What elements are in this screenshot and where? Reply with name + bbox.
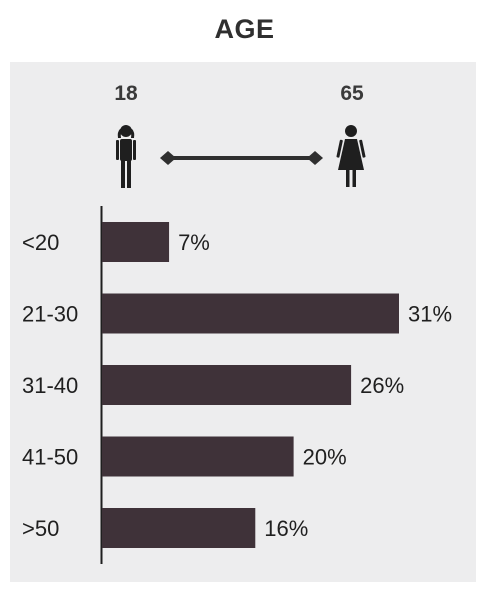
- chart-title: AGE: [214, 14, 275, 44]
- value-label: 20%: [303, 445, 347, 470]
- bar: [102, 365, 352, 405]
- value-label: 26%: [360, 373, 404, 398]
- value-label: 7%: [178, 230, 210, 255]
- bar: [102, 293, 399, 334]
- value-label: 31%: [408, 302, 452, 327]
- category-label: 31-40: [22, 373, 78, 398]
- category-label: 21-30: [22, 302, 78, 327]
- category-label: <20: [22, 230, 59, 255]
- min-age-label: 18: [114, 82, 138, 105]
- category-label: >50: [22, 516, 59, 541]
- bar: [102, 508, 256, 548]
- woman-in-dress-icon: [336, 125, 366, 187]
- value-label: 16%: [264, 516, 308, 541]
- double-ended-arrow-icon: [160, 151, 323, 165]
- bars-group: <20 7% 21-30 31% 31-40 26% 41-50 20% >50 16%: [22, 222, 452, 548]
- max-age-label: 65: [340, 82, 364, 105]
- bar: [102, 436, 294, 477]
- category-label: 41-50: [22, 445, 78, 470]
- bar: [102, 222, 170, 262]
- young-woman-icon: [116, 125, 136, 188]
